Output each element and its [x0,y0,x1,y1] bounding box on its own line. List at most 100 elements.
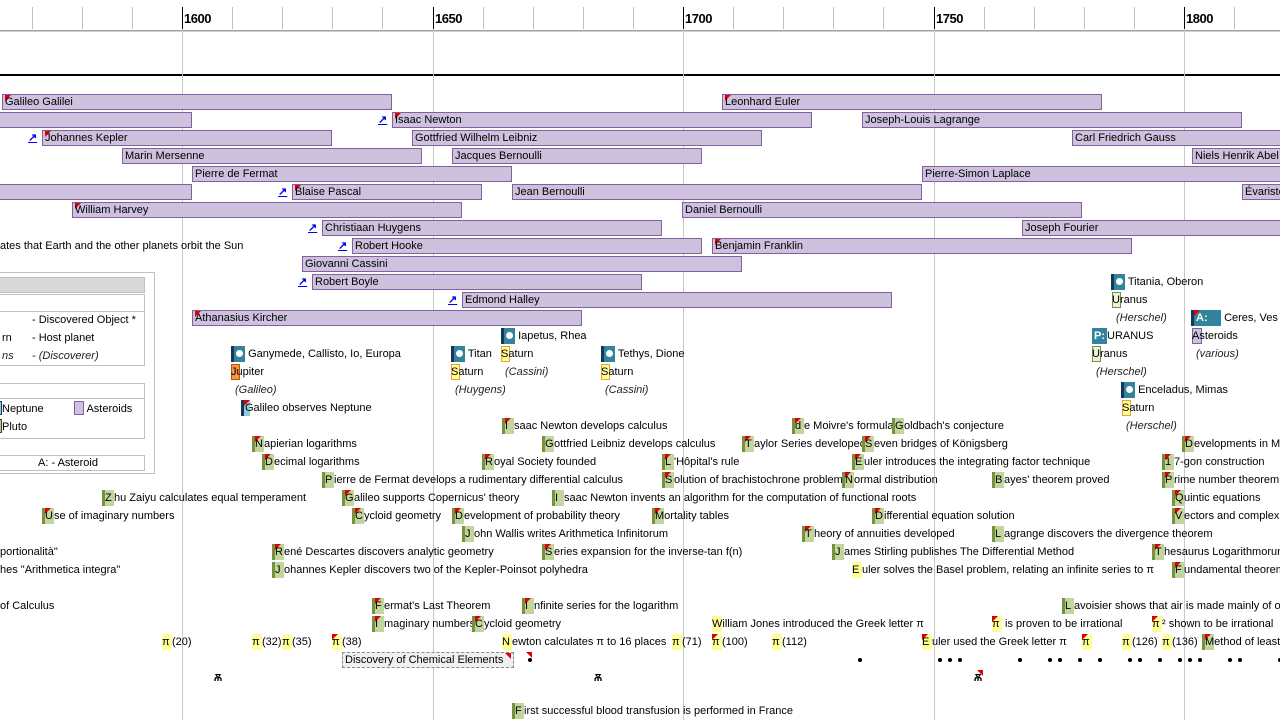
chemical-elements-group[interactable]: Discovery of Chemical Elements [342,652,514,668]
element-discovery-dot[interactable] [938,658,942,662]
timeline-event[interactable]: π (20) [162,634,192,650]
person-lifespan-bar[interactable]: Jean Bernoulli [512,184,922,200]
element-discovery-dot[interactable] [1078,658,1082,662]
element-discovery-dot[interactable] [1198,658,1202,662]
timeline-event[interactable]: Gottfried Leibniz develops calculus [542,436,715,452]
copernicus-event-text[interactable]: ates that Earth and the other planets or… [0,240,244,252]
timeline-event[interactable]: Mortality tables [652,508,729,524]
person-lifespan-bar[interactable]: Blaise Pascal [292,184,482,200]
discovery-uranus[interactable]: P: URANUS [1092,328,1154,344]
timeline-event[interactable]: Differential equation solution [872,508,1015,524]
timeline-event[interactable]: Royal Society founded [482,454,596,470]
element-discovery-dot[interactable] [1188,658,1192,662]
element-discovery-dot[interactable] [1128,658,1132,662]
discovery-tethys-dione[interactable]: Tethys, Dione [601,346,685,362]
element-discovery-dot[interactable] [1018,658,1022,662]
external-link-icon[interactable]: ↗ [378,114,388,126]
discovery-ceres-vesta[interactable]: A: Ceres, Ves [1191,310,1278,326]
person-lifespan-bar[interactable]: Jacques Bernoulli [452,148,702,164]
person-lifespan-bar[interactable] [0,184,192,200]
timeline-event[interactable]: π (32) [252,634,282,650]
person-lifespan-bar[interactable]: Pierre de Fermat [192,166,512,182]
timeline-event[interactable]: Galileo supports Copernicus' theory [342,490,519,506]
person-lifespan-bar[interactable]: Christiaan Huygens [322,220,662,236]
person-lifespan-bar[interactable]: Gottfried Wilhelm Leibniz [412,130,762,146]
telescope-icon[interactable]: Ѫ [974,673,983,684]
timeline-event[interactable]: Goldbach's conjecture [892,418,1004,434]
person-lifespan-bar[interactable]: Johannes Kepler [42,130,332,146]
telescope-icon[interactable]: Ѫ [214,673,223,684]
element-discovery-dot[interactable] [1048,658,1052,662]
discovery-iapetus-rhea[interactable]: Iapetus, Rhea [501,328,587,344]
timeline-event[interactable]: Quintic equations [1172,490,1260,506]
element-discovery-dot[interactable] [1138,658,1142,662]
element-discovery-dot[interactable] [858,658,862,662]
timeline-event[interactable]: Development of probability theory [452,508,620,524]
timeline-event[interactable]: Decimal logarithms [262,454,360,470]
timeline-event[interactable]: Napierian logarithms [252,436,357,452]
person-lifespan-bar[interactable]: Galileo Galilei [2,94,392,110]
element-discovery-dot[interactable] [1278,658,1280,662]
external-link-icon[interactable]: ↗ [278,186,288,198]
timeline-event[interactable]: René Descartes discovers analytic geomet… [272,544,494,560]
person-lifespan-bar[interactable]: Niels Henrik Abel [1192,148,1280,164]
person-lifespan-bar[interactable]: Carl Friedrich Gauss [1072,130,1280,146]
timeline-event[interactable]: π (38) [332,634,362,650]
timeline-event[interactable]: π (112) [772,634,807,650]
discovery-enceladus-mimas[interactable]: Enceladus, Mimas [1121,382,1228,398]
timeline-event[interactable]: π (136) [1162,634,1198,650]
timeline-event[interactable]: π (35) [282,634,312,650]
timeline-event[interactable]: Normal distribution [842,472,938,488]
event-galileo-neptune[interactable]: Galileo observes Neptune [241,400,372,416]
element-discovery-dot[interactable] [1058,658,1062,662]
timeline-event[interactable]: π is proven to be irrational [992,616,1123,632]
element-discovery-dot[interactable] [948,658,952,662]
timeline-event[interactable]: Method of least [1202,634,1280,650]
person-lifespan-bar[interactable]: Giovanni Cassini [302,256,742,272]
discovery-titan[interactable]: Titan [451,346,492,362]
discovery-titania-oberon[interactable]: Titania, Oberon [1111,274,1203,290]
element-discovery-dot[interactable] [1228,658,1232,662]
person-lifespan-bar[interactable]: Daniel Bernoulli [682,202,1082,218]
person-lifespan-bar[interactable]: Robert Hooke [352,238,702,254]
timeline-event[interactable]: π (71) [672,634,702,650]
person-lifespan-bar[interactable]: Athanasius Kircher [192,310,582,326]
external-link-icon[interactable]: ↗ [338,240,348,252]
person-lifespan-bar[interactable]: Benjamin Franklin [712,238,1132,254]
external-link-icon[interactable]: ↗ [308,222,318,234]
element-discovery-dot[interactable] [958,658,962,662]
element-discovery-dot[interactable] [1098,658,1102,662]
timeline-event[interactable]: Developments in Ma [1182,436,1280,452]
element-discovery-dot[interactable] [528,658,532,662]
person-lifespan-bar[interactable]: Edmond Halley [462,292,892,308]
external-link-icon[interactable]: ↗ [448,294,458,306]
person-lifespan-bar[interactable]: Joseph-Louis Lagrange [862,112,1242,128]
person-lifespan-bar[interactable]: Évariste [1242,184,1280,200]
timeline-event[interactable]: William Jones introduced the Greek lette… [712,616,924,632]
timeline-event[interactable]: π [1082,634,1092,650]
element-discovery-dot[interactable] [1178,658,1182,662]
person-lifespan-bar[interactable]: Pierre-Simon Laplace [922,166,1280,182]
timeline-event[interactable]: 1 7-gon construction [1162,454,1265,470]
timeline-event[interactable]: hes "Arithmetica integra" [0,564,121,576]
